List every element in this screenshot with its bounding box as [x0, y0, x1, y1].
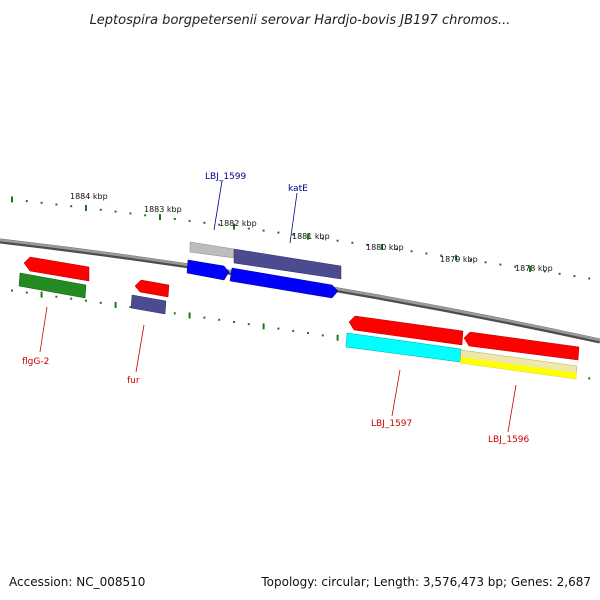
gene-label-flgG-2[interactable]: flgG-2: [22, 357, 49, 367]
gene-labels: LBJ_1599 katE flgG-2 fur LBJ_1597 LBJ_15…: [22, 172, 530, 445]
leader-LBJ_1596: [507, 384, 517, 433]
gene-label-LBJ_1597[interactable]: LBJ_1597: [371, 419, 412, 429]
feature-katE-purple[interactable]: [233, 248, 342, 280]
feature-fur-red[interactable]: [134, 279, 170, 298]
gene-label-LBJ_1596[interactable]: LBJ_1596: [488, 435, 530, 445]
map-title: Leptospira borgpetersenii serovar Hardjo…: [90, 13, 511, 28]
gene-label-LBJ_1599[interactable]: LBJ_1599: [205, 172, 247, 182]
topology-summary: Topology: circular; Length: 3,576,473 bp…: [260, 575, 591, 589]
ruler-label-1884: 1884 kbp: [70, 192, 108, 201]
gene-label-katE[interactable]: katE: [288, 184, 308, 194]
leader-fur: [135, 324, 145, 373]
feature-flgG-2-red[interactable]: [23, 256, 90, 282]
gene-label-fur[interactable]: fur: [127, 376, 140, 386]
leader-flgG-2: [39, 306, 48, 353]
lower-features: [18, 256, 580, 380]
ruler-label-1882: 1882 kbp: [219, 219, 257, 228]
feature-LBJ_1596-red[interactable]: [463, 331, 580, 361]
ruler-label-1879: 1879 kbp: [440, 255, 478, 264]
feature-flgG-2-green[interactable]: [18, 272, 87, 299]
label-leaders: [39, 180, 517, 433]
leader-katE: [289, 192, 298, 244]
ruler-label-1881: 1881 kbp: [292, 232, 330, 241]
ruler-label-1883: 1883 kbp: [144, 205, 182, 214]
ruler-labels: 1884 kbp 1883 kbp 1882 kbp 1881 kbp 1880…: [70, 192, 553, 273]
feature-LBJ_1596-yellow: [460, 357, 577, 379]
feature-katE-blue[interactable]: [229, 267, 339, 299]
ruler-label-1878: 1878 kbp: [515, 264, 553, 273]
accession-text: Accession: NC_008510: [9, 575, 145, 589]
upper-features: [186, 241, 342, 299]
feature-gray[interactable]: [189, 241, 235, 259]
feature-LBJ_1597-red[interactable]: [348, 315, 464, 346]
leader-LBJ_1599: [213, 180, 223, 231]
ruler-ticks-upper: [11, 196, 591, 280]
ruler-label-1880: 1880 kbp: [366, 243, 404, 252]
feature-fur-purple[interactable]: [130, 294, 167, 315]
feature-LBJ_1599-blue[interactable]: [186, 259, 230, 281]
leader-LBJ_1597: [391, 369, 401, 417]
